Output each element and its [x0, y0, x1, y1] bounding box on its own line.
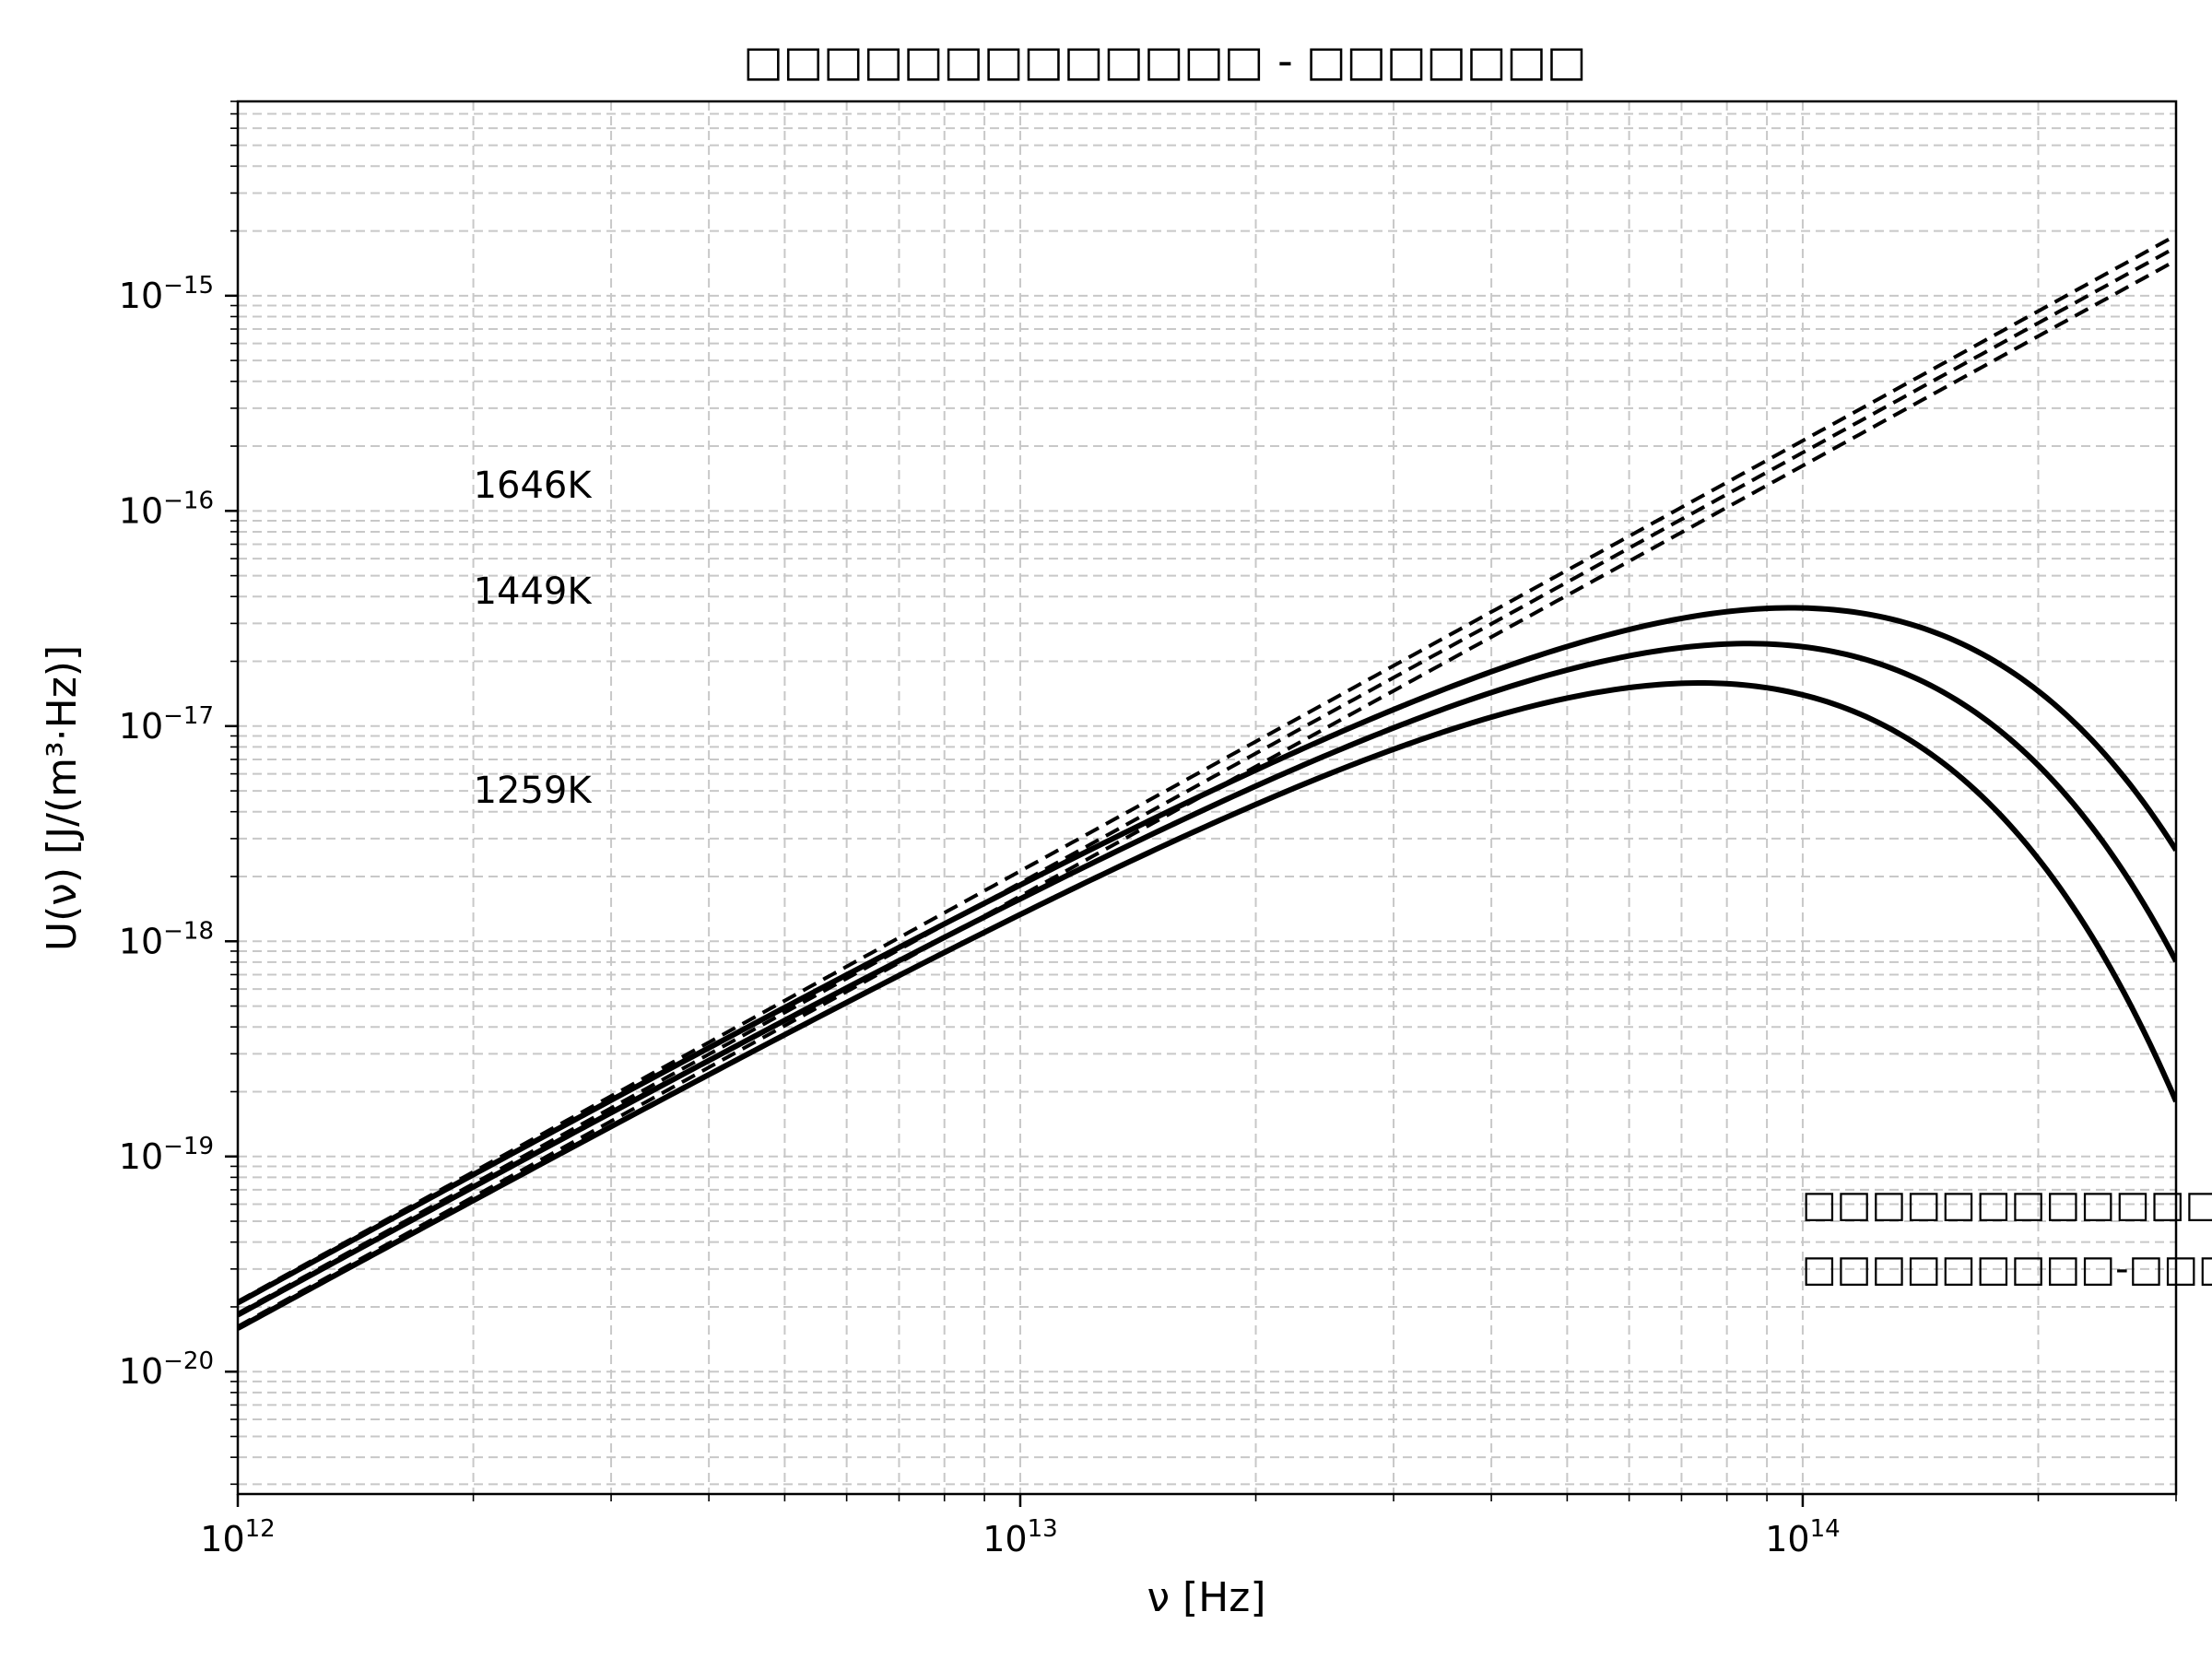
plot-frame — [236, 100, 2178, 1496]
y-tick-base: 10 — [119, 276, 163, 316]
x-tick-label: 1012 — [200, 1515, 275, 1559]
y-tick-base: 10 — [119, 706, 163, 747]
y-tick-base: 10 — [119, 490, 163, 531]
ticks: 1012 1013 101410−2010−1910−1810−1710−1610−… — [119, 100, 2177, 1559]
y-tick-label: 10−19 — [119, 1133, 214, 1177]
y-tick-exponent: −18 — [163, 917, 214, 945]
y-tick-label: 10−17 — [119, 702, 214, 747]
grid — [237, 100, 2177, 1494]
y-tick-exponent: −19 — [163, 1133, 214, 1160]
curve-label-1449k: 1449K — [474, 571, 594, 613]
y-tick-exponent: −17 — [163, 702, 214, 730]
planck-curve-1449k — [238, 641, 2176, 1318]
rayleigh-jeans-curve-1449k — [238, 245, 2176, 1315]
planck-curve-1259k — [238, 680, 2176, 1331]
x-tick-base: 10 — [200, 1519, 244, 1559]
x-tick-exponent: 14 — [1810, 1515, 1841, 1543]
y-axis-label: U(ν) [J/(m³·Hz)] — [39, 645, 86, 951]
legend-line-1: □□□□□□□□□□□□□□ — [1802, 1183, 2212, 1226]
y-tick-label: 10−18 — [119, 917, 214, 961]
x-tick-base: 10 — [982, 1519, 1027, 1559]
curve-label-1646k: 1646K — [474, 465, 594, 507]
y-tick-base: 10 — [119, 921, 163, 961]
x-axis-label: ν [Hz] — [1147, 1574, 1265, 1621]
y-tick-base: 10 — [119, 1136, 163, 1177]
y-tick-label: 10−15 — [119, 272, 214, 316]
y-tick-exponent: −20 — [163, 1347, 214, 1375]
y-tick-base: 10 — [119, 1351, 163, 1392]
x-tick-exponent: 12 — [245, 1515, 276, 1543]
rayleigh-jeans-curve-1259k — [238, 258, 2176, 1328]
y-tick-label: 10−20 — [119, 1347, 214, 1392]
y-tick-exponent: −15 — [163, 272, 214, 300]
x-tick-base: 10 — [1765, 1519, 1809, 1559]
x-tick-label: 1014 — [1765, 1515, 1840, 1559]
y-tick-label: 10−16 — [119, 487, 214, 531]
curve-label-1259k: 1259K — [474, 770, 594, 812]
y-tick-exponent: −16 — [163, 487, 214, 514]
x-tick-label: 1013 — [982, 1515, 1057, 1559]
legend-line-2: □□□□□□□□□-□□□□□□□□□ — [1802, 1248, 2212, 1290]
curve-labels: 1646K 1449K 1259K — [474, 465, 594, 812]
rayleigh-jeans-curve-1646k — [238, 233, 2176, 1303]
curves — [238, 233, 2176, 1331]
legend: □□□□□□□□□□□□□□ □□□□□□□□□-□□□□□□□□□ — [1802, 1183, 2212, 1290]
chart-title: □□□□□□□□□□□□□ - □□□□□□□ — [743, 36, 1586, 86]
x-tick-exponent: 13 — [1028, 1515, 1058, 1543]
